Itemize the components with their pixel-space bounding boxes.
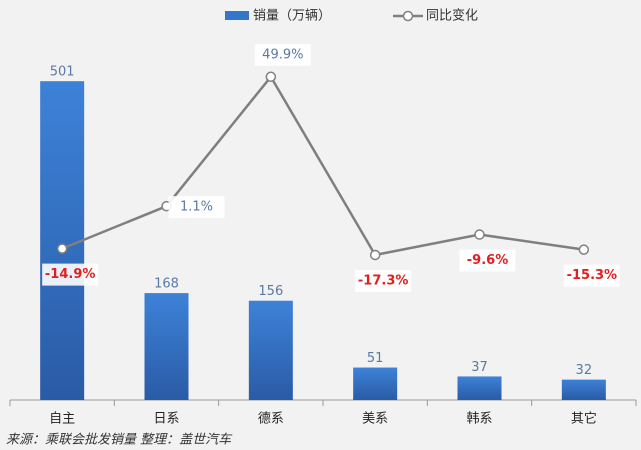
line-point [369, 249, 381, 261]
value-label-box [459, 249, 516, 272]
bar-value-label: 37 [471, 360, 488, 375]
line-point [265, 71, 277, 83]
line-point [56, 243, 68, 254]
legend-swatch [402, 10, 414, 22]
x-tick-label: 美系 [362, 412, 388, 427]
line-value-label: -14.9% [45, 267, 96, 282]
x-tick-label: 日系 [153, 412, 179, 427]
value-label-box [355, 269, 412, 292]
bar-value-label: 168 [154, 277, 179, 292]
bar [144, 293, 189, 400]
bar-value-label: 156 [258, 284, 283, 299]
source-note: 来源：乘联会批发销量 整理：盖世汽车 [6, 433, 233, 448]
line-point [578, 244, 590, 255]
value-label-box [168, 196, 225, 219]
bar [561, 379, 606, 400]
bar [457, 376, 502, 400]
line-value-label: 1.1% [180, 200, 213, 215]
line-value-label: 49.9% [262, 47, 303, 62]
line-point [474, 229, 485, 240]
x-tick-label: 德系 [258, 412, 284, 427]
legend-swatch [225, 11, 249, 20]
bar [40, 81, 85, 400]
bar-value-label: 501 [50, 65, 75, 80]
value-label-box [254, 43, 311, 66]
bar [248, 300, 293, 400]
x-tick-label: 其它 [571, 411, 597, 427]
bar-value-label: 32 [576, 363, 593, 378]
legend-label: 销量（万辆） [253, 9, 331, 24]
x-tick-label: 自主 [49, 412, 75, 427]
line-value-label: -17.3% [358, 273, 409, 288]
value-label-box [42, 263, 99, 286]
x-tick-label: 韩系 [466, 412, 492, 427]
bar-value-label: 51 [367, 351, 384, 366]
line [61, 74, 585, 257]
line-value-label: -15.3% [567, 268, 618, 283]
value-label-box [563, 264, 620, 287]
line-value-label: -9.6% [467, 253, 508, 268]
legend-label: 同比变化 [426, 8, 478, 24]
bar [353, 367, 398, 400]
